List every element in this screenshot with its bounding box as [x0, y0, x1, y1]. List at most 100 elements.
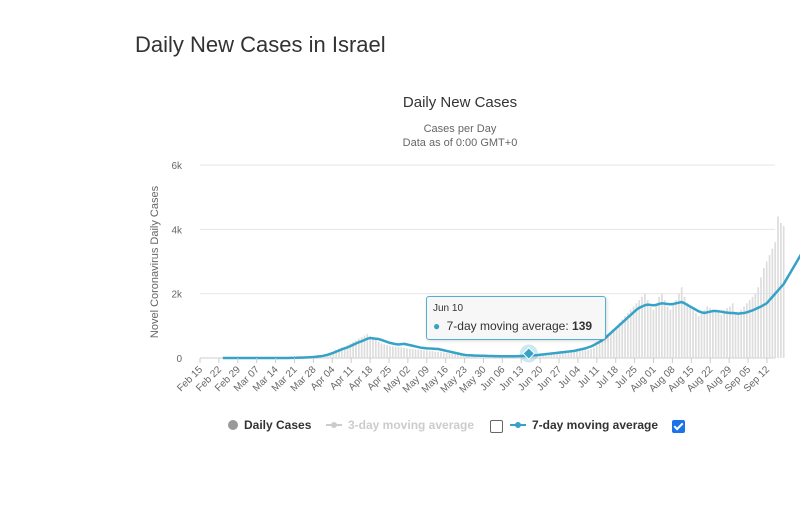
- daily-cases-bar: [729, 306, 731, 358]
- daily-cases-bar: [346, 345, 349, 358]
- daily-cases-bar: [425, 350, 428, 358]
- daily-cases-bar: [403, 347, 405, 358]
- daily-cases-bar: [400, 347, 403, 358]
- daily-cases-bar: [734, 312, 737, 358]
- y-tick-label: 6k: [171, 161, 183, 172]
- daily-cases-bar: [573, 351, 575, 358]
- daily-cases-bar: [525, 356, 527, 358]
- daily-cases-bar: [360, 337, 363, 358]
- daily-cases-bar: [666, 306, 669, 358]
- daily-cases-bar: [590, 348, 592, 358]
- moving-average-line: [222, 253, 800, 360]
- daily-cases-bar: [581, 350, 584, 358]
- daily-cases-bar: [343, 346, 346, 358]
- daily-cases-bar: [587, 349, 590, 358]
- daily-cases-bar: [604, 338, 607, 358]
- daily-cases-bar: [720, 314, 723, 358]
- daily-cases-bar: [576, 351, 578, 358]
- daily-cases-bar: [663, 300, 666, 358]
- legend-label-3-day-average: 3-day moving average: [348, 418, 475, 432]
- daily-cases-bar: [406, 348, 408, 358]
- page-title: Daily New Cases in Israel: [135, 32, 386, 57]
- daily-cases-bar: [709, 308, 711, 358]
- daily-cases-bar: [726, 308, 728, 358]
- daily-cases-bar: [448, 353, 451, 358]
- daily-cases-bar: [765, 261, 768, 358]
- daily-cases-bar: [714, 311, 717, 358]
- daily-cases-bar: [533, 356, 536, 358]
- daily-cases-bar: [652, 309, 655, 358]
- daily-cases-bar: [377, 341, 380, 358]
- daily-cases-bar: [615, 325, 618, 358]
- chart-tooltip: Jun 10 ● 7-day moving average: 139: [426, 296, 606, 340]
- daily-cases-bar: [420, 349, 422, 358]
- daily-cases-bar: [635, 303, 638, 358]
- daily-cases-bar: [610, 332, 612, 358]
- hover-marker-layer: [519, 344, 538, 363]
- daily-cases-bar: [731, 303, 734, 358]
- daily-cases-bar: [612, 329, 615, 358]
- y-tick-label: 2k: [171, 290, 183, 301]
- tooltip-value: 139: [572, 319, 593, 333]
- daily-cases-bar: [658, 296, 660, 358]
- daily-cases-bar: [391, 346, 394, 358]
- daily-cases-bar: [686, 303, 689, 358]
- chart-subtitle-line-2: Data as of 0:00 GMT+0: [403, 137, 518, 149]
- daily-cases-bar: [445, 352, 448, 358]
- daily-cases-bar: [782, 226, 785, 358]
- daily-cases-bar: [564, 352, 567, 358]
- daily-cases-bar: [723, 309, 726, 358]
- daily-cases-bar: [451, 353, 454, 358]
- daily-cases-bar: [442, 352, 445, 358]
- daily-cases-bar: [340, 347, 343, 358]
- legend-label-7-day-average: 7-day moving average: [532, 418, 659, 432]
- 3-day-average-legend-icon: [326, 422, 342, 428]
- daily-cases-bar: [746, 303, 748, 358]
- daily-cases-bar: [374, 339, 377, 358]
- daily-cases-bar: [530, 356, 533, 358]
- hover-point-marker: [522, 347, 536, 360]
- daily-cases-bar: [703, 309, 706, 358]
- 3-day-average-checkbox[interactable]: [490, 420, 503, 433]
- daily-cases-bar: [712, 309, 714, 358]
- daily-cases-bar: [570, 351, 573, 358]
- daily-cases-bar: [386, 345, 388, 358]
- legend-label-daily-cases: Daily Cases: [244, 418, 312, 432]
- daily-cases-bar: [349, 343, 352, 358]
- daily-cases-bar: [553, 353, 556, 358]
- 7-day-average-checkbox[interactable]: [672, 420, 685, 433]
- daily-cases-bar: [431, 351, 434, 358]
- daily-cases-bar: [408, 348, 411, 358]
- daily-cases-bar: [655, 303, 658, 358]
- daily-cases-bar: [748, 300, 751, 358]
- daily-cases-bar: [638, 300, 641, 358]
- daily-cases-chart: Daily New Cases Cases per Day Data as of…: [149, 94, 800, 395]
- daily-cases-bar: [678, 293, 680, 358]
- daily-cases-bar: [683, 296, 686, 358]
- daily-cases-bar: [740, 309, 743, 358]
- daily-cases-bar: [598, 343, 601, 358]
- daily-cases-bar: [768, 255, 771, 358]
- daily-cases-bar: [383, 344, 386, 358]
- daily-cases-bar: [743, 306, 745, 358]
- daily-cases-bar: [717, 312, 720, 358]
- daily-cases-bar: [777, 216, 779, 358]
- daily-cases-bar: [661, 293, 663, 358]
- daily-cases-bar: [462, 354, 465, 358]
- legend-item-7-day-average[interactable]: 7-day moving average: [510, 418, 658, 432]
- daily-cases-bar: [389, 345, 391, 358]
- daily-cases-bar: [751, 296, 754, 358]
- daily-cases-bar: [539, 355, 541, 358]
- daily-cases-bar: [556, 353, 558, 358]
- daily-cases-bar: [440, 352, 442, 358]
- daily-cases-bar: [411, 348, 414, 358]
- daily-cases-legend-icon: [228, 420, 238, 430]
- daily-cases-bar: [737, 314, 740, 358]
- legend-item-3-day-average[interactable]: 3-day moving average: [326, 418, 474, 432]
- legend-item-daily-cases[interactable]: Daily Cases: [228, 418, 311, 432]
- y-axis-label: Novel Coronavirus Daily Cases: [149, 185, 161, 338]
- daily-cases-bar: [607, 335, 609, 358]
- daily-cases-bar: [550, 354, 553, 358]
- daily-cases-bar: [454, 353, 456, 358]
